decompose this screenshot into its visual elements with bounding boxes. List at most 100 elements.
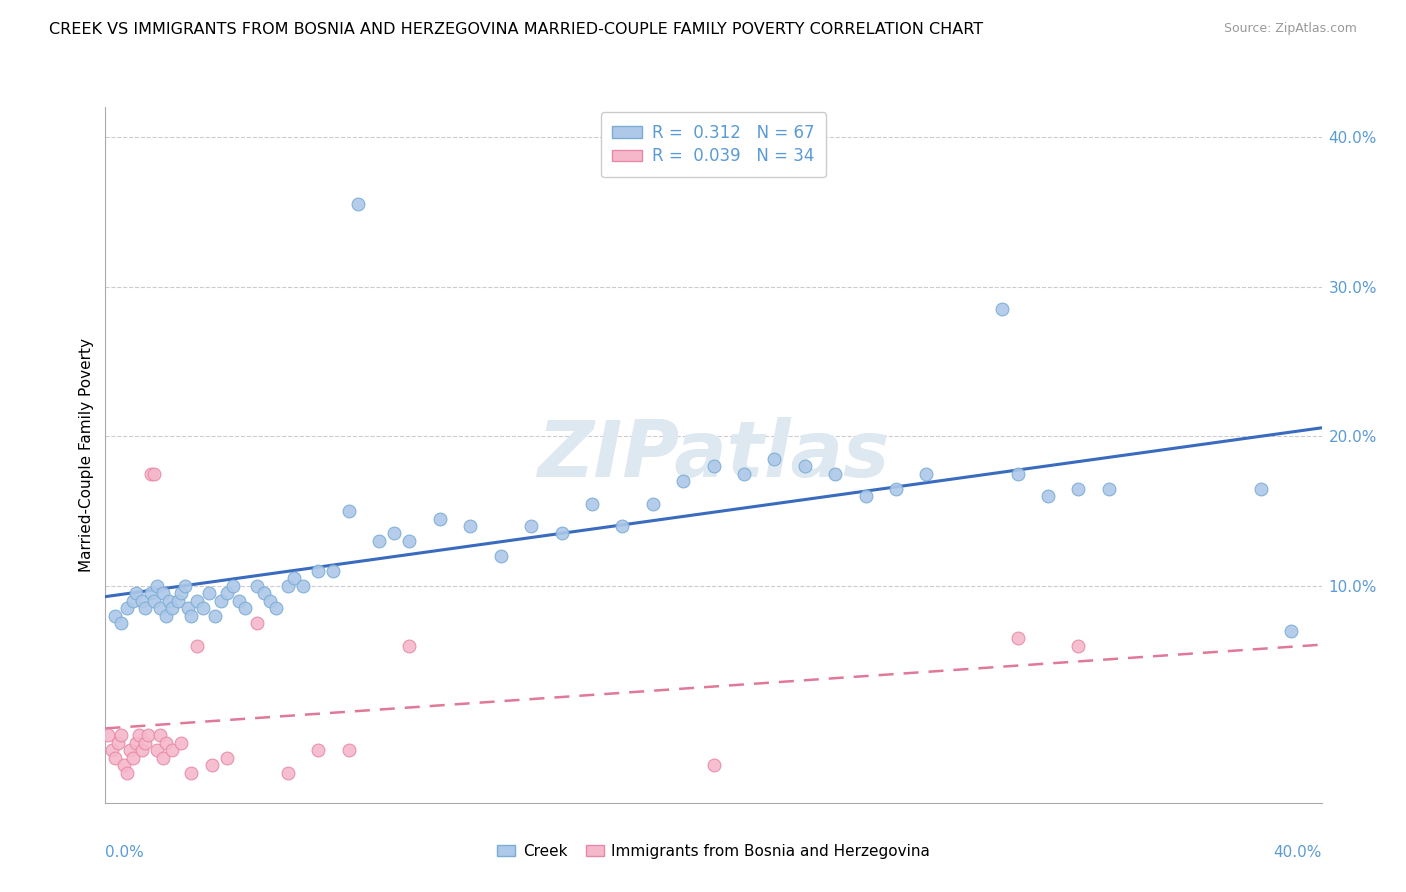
Point [991,301,1014,316]
Point [186,594,208,608]
Point [131,743,153,757]
Point [1098,482,1121,496]
Point [763,451,786,466]
Point [143,594,166,608]
Point [307,564,329,578]
Point [1067,482,1090,496]
Point [702,459,725,474]
Point [398,533,420,548]
Point [115,601,138,615]
Point [134,601,156,615]
Point [146,579,169,593]
Point [170,736,193,750]
Point [382,526,405,541]
Point [520,519,543,533]
Point [217,586,239,600]
Point [1036,489,1059,503]
Point [180,765,202,780]
Point [128,729,150,743]
Point [368,533,391,548]
Point [337,504,360,518]
Point [152,586,174,600]
Point [180,608,202,623]
Point [162,743,184,757]
Point [1007,467,1029,481]
Point [149,601,172,615]
Point [139,586,162,600]
Point [115,765,138,780]
Point [307,743,329,757]
Point [125,586,148,600]
Point [131,594,153,608]
Point [198,586,221,600]
Text: 0.0%: 0.0% [105,845,145,860]
Point [252,586,274,600]
Point [149,729,172,743]
Point [264,601,287,615]
Point [186,639,208,653]
Point [489,549,512,563]
Point [112,758,135,772]
Point [733,467,755,481]
Point [170,586,193,600]
Point [1250,482,1272,496]
Point [1007,631,1029,645]
Point [337,743,360,757]
Point [346,197,368,211]
Point [146,743,169,757]
Point [125,736,148,750]
Point [118,743,141,757]
Point [217,751,239,765]
Point [222,579,245,593]
Point [322,564,344,578]
Point [824,467,846,481]
Point [581,497,603,511]
Point [136,729,159,743]
Point [702,758,725,772]
Point [121,751,143,765]
Point [152,751,174,765]
Point [176,601,198,615]
Point [259,594,281,608]
Point [641,497,664,511]
Point [191,601,214,615]
Point [1067,639,1090,653]
Point [100,743,122,757]
Point [97,729,120,743]
Point [134,736,156,750]
Text: CREEK VS IMMIGRANTS FROM BOSNIA AND HERZEGOVINA MARRIED-COUPLE FAMILY POVERTY CO: CREEK VS IMMIGRANTS FROM BOSNIA AND HERZ… [49,22,983,37]
Legend: Creek, Immigrants from Bosnia and Herzegovina: Creek, Immigrants from Bosnia and Herzeg… [491,838,936,864]
Point [173,579,195,593]
Point [915,467,938,481]
Point [398,639,420,653]
Point [204,608,226,623]
Point [107,736,129,750]
Point [246,579,269,593]
Point [139,467,162,481]
Text: ZIPatlas: ZIPatlas [537,417,890,493]
Point [672,474,695,488]
Text: 40.0%: 40.0% [1274,845,1322,860]
Point [155,736,177,750]
Text: Source: ZipAtlas.com: Source: ZipAtlas.com [1223,22,1357,36]
Point [246,616,269,631]
Point [103,751,125,765]
Point [157,594,180,608]
Point [292,579,315,593]
Point [550,526,572,541]
Point [162,601,184,615]
Point [201,758,224,772]
Point [143,467,166,481]
Point [167,594,190,608]
Point [793,459,815,474]
Point [228,594,250,608]
Point [458,519,481,533]
Point [277,765,299,780]
Point [277,579,299,593]
Y-axis label: Married-Couple Family Poverty: Married-Couple Family Poverty [79,338,94,572]
Point [103,608,125,623]
Point [612,519,634,533]
Point [1279,624,1302,638]
Point [110,729,132,743]
Point [155,608,177,623]
